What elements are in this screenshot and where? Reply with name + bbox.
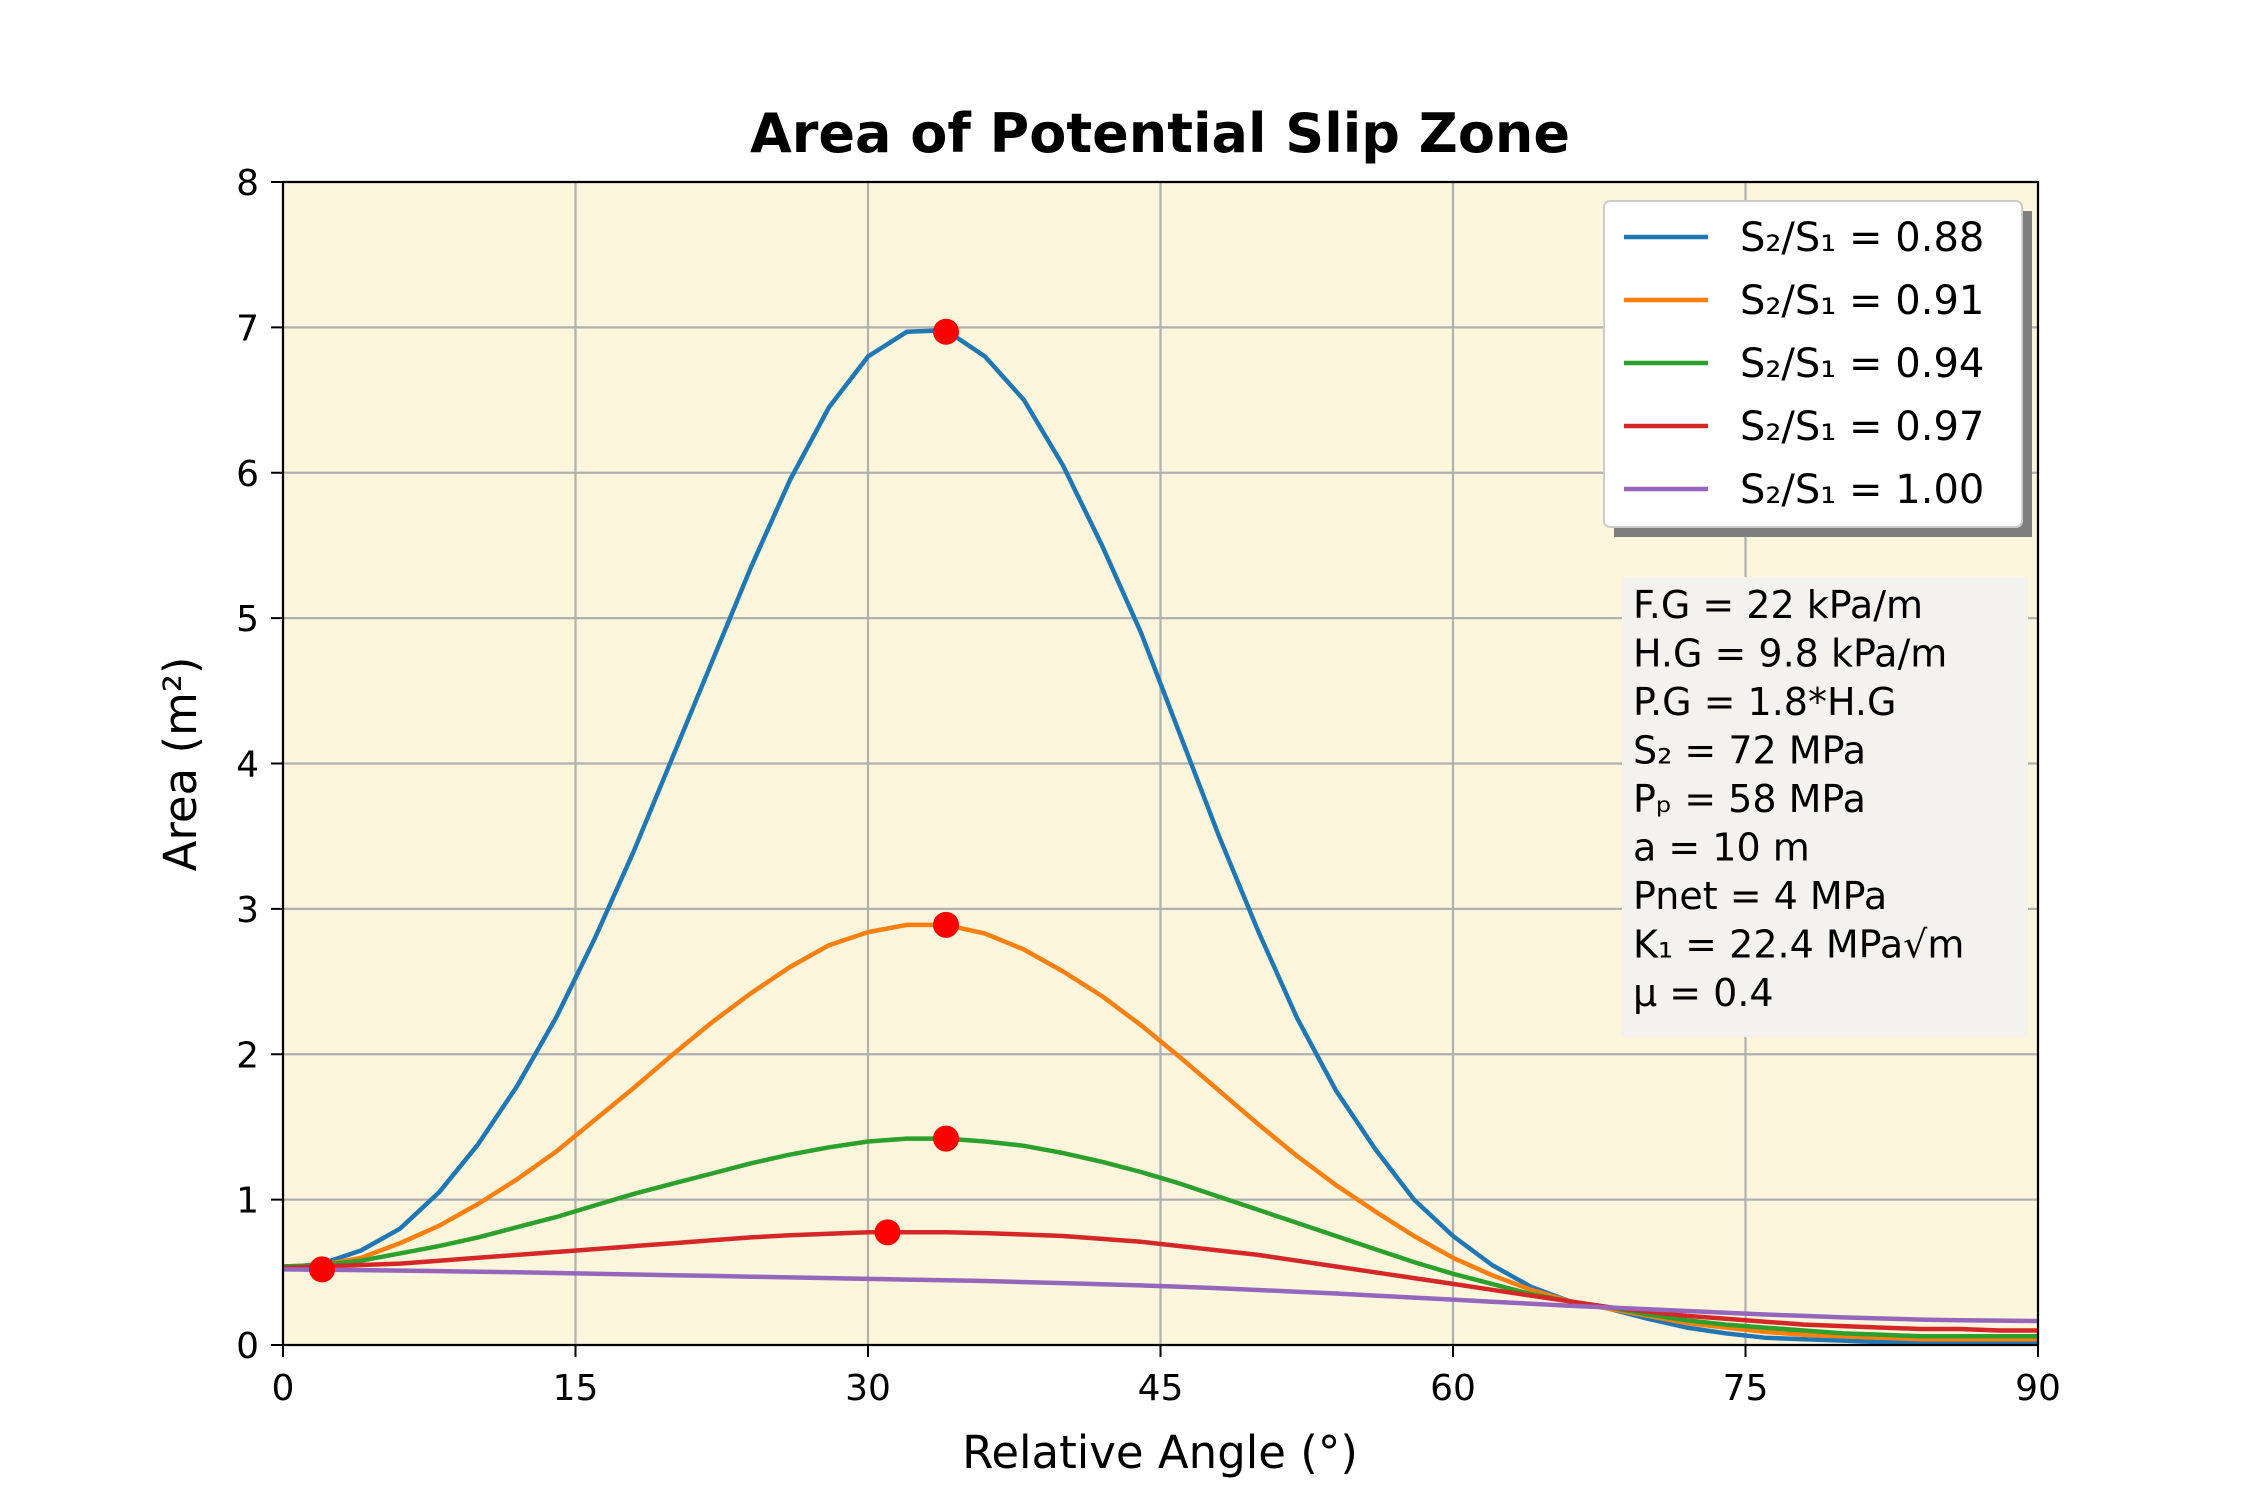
y-tick-label: 1 — [236, 1181, 259, 1222]
series-line-4 — [283, 1230, 2038, 1333]
series-line-2 — [283, 922, 2038, 1342]
legend-label: S₂/S₁ = 0.88 — [1740, 215, 1984, 261]
legend-label: S₂/S₁ = 0.97 — [1740, 404, 1984, 450]
parameter-box-background — [1622, 577, 2028, 1037]
parameter-line: Pₚ = 58 MPa — [1633, 777, 1866, 821]
y-tick-label: 4 — [236, 745, 259, 786]
legend-box — [1603, 200, 2023, 528]
series-group — [283, 328, 2038, 1345]
marker-group — [309, 318, 959, 1283]
x-axis-label: Relative Angle (°) — [962, 1426, 1358, 1479]
x-tick-label: 45 — [1138, 1368, 1184, 1409]
series-line-5 — [283, 1267, 2038, 1324]
legend-label: S₂/S₁ = 0.91 — [1740, 278, 1984, 324]
y-tick-label: 0 — [236, 1326, 259, 1367]
peak-marker — [933, 1125, 959, 1152]
parameter-box: F.G = 22 kPa/m H.G = 9.8 kPa/mP.G = 1.8*H… — [1622, 577, 2028, 1037]
parameter-line: Pnet = 4 MPa — [1633, 874, 1887, 918]
parameter-line: K₁ = 22.4 MPa√m — [1633, 923, 1964, 967]
parameter-lines: F.G = 22 kPa/m H.G = 9.8 kPa/mP.G = 1.8*H… — [1633, 583, 1964, 1015]
legend-label: S₂/S₁ = 1.00 — [1740, 467, 1984, 513]
series-line-3 — [283, 1136, 2038, 1339]
y-tick-label: 2 — [236, 1035, 259, 1076]
y-tick-label: 7 — [236, 308, 259, 349]
peak-marker — [309, 1256, 335, 1283]
legend-label: S₂/S₁ = 0.94 — [1740, 341, 1984, 387]
x-tick-label: 0 — [272, 1368, 295, 1409]
parameter-line: F.G = 22 kPa/m — [1633, 583, 1923, 627]
y-tick-label: 5 — [236, 599, 259, 640]
parameter-line: H.G = 9.8 kPa/m — [1633, 632, 1947, 676]
x-tick-label: 90 — [2015, 1368, 2061, 1409]
y-tick-label: 3 — [236, 890, 259, 931]
parameter-line: a = 10 m — [1633, 826, 1810, 870]
parameter-line: μ = 0.4 — [1633, 971, 1774, 1015]
x-tick-label: 30 — [845, 1368, 891, 1409]
parameter-line: P.G = 1.8*H.G — [1633, 680, 1896, 724]
chart-title: Area of Potential Slip Zone — [750, 102, 1570, 165]
parameter-line: S₂ = 72 MPa — [1633, 729, 1866, 773]
peak-marker — [933, 318, 959, 345]
y-tick-label: 8 — [236, 163, 259, 204]
y-tick-label: 6 — [236, 454, 259, 495]
x-tick-label: 75 — [1723, 1368, 1769, 1409]
series-line-1 — [283, 328, 2038, 1345]
x-tick-label: 15 — [553, 1368, 599, 1409]
peak-marker — [933, 911, 959, 938]
y-axis-label: Area (m²) — [154, 657, 207, 872]
legend-items: S₂/S₁ = 0.88 S₂/S₁ = 0.91 S₂/S₁ = 0.94 S₂/S… — [1624, 215, 1984, 513]
legend: S₂/S₁ = 0.88 S₂/S₁ = 0.91 S₂/S₁ = 0.94 S₂/S… — [1603, 200, 2032, 537]
x-tick-label: 60 — [1430, 1368, 1476, 1409]
peak-marker — [874, 1219, 901, 1246]
